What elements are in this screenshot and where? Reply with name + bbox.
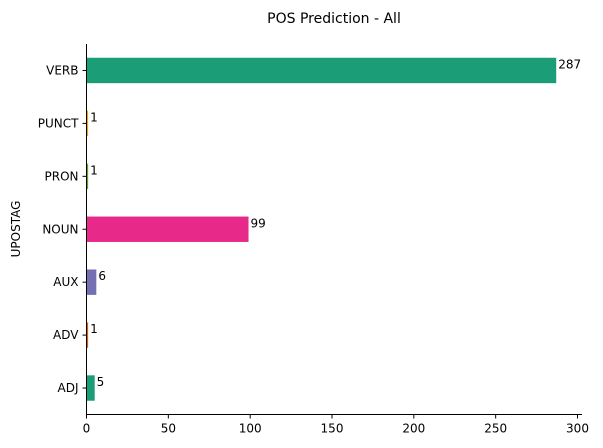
y-tick-label: AUX xyxy=(53,275,78,289)
x-tick-label: 250 xyxy=(484,422,507,436)
bar-verb xyxy=(86,57,557,84)
data-labels-group: 5 1 6 99 1 1 287 xyxy=(90,57,581,389)
data-label-adv: 1 xyxy=(90,322,98,336)
bar-adv xyxy=(86,322,89,348)
data-label-noun: 99 xyxy=(251,216,266,230)
bar-pron xyxy=(86,163,89,190)
data-label-adj: 5 xyxy=(97,375,105,389)
y-tick-label: NOUN xyxy=(42,222,78,236)
data-label-punct: 1 xyxy=(90,110,98,124)
y-tick-label: PUNCT xyxy=(38,116,79,130)
x-tick-label: 200 xyxy=(402,422,425,436)
bars-group xyxy=(86,57,557,401)
x-tick-label: 0 xyxy=(83,422,91,436)
y-axis-ticks: ADJ ADV AUX NOUN PRON PUNCT VERB xyxy=(38,63,87,395)
y-tick-label: ADV xyxy=(53,328,79,342)
y-tick-label: PRON xyxy=(45,169,79,183)
y-tick-label: VERB xyxy=(46,63,78,77)
chart-title: POS Prediction - All xyxy=(267,11,401,27)
x-tick-label: 100 xyxy=(239,422,262,436)
x-tick-label: 50 xyxy=(161,422,176,436)
data-label-pron: 1 xyxy=(90,163,98,177)
bar-noun xyxy=(86,216,249,242)
x-axis-ticks: 0 50 100 150 200 250 300 xyxy=(83,414,589,436)
bar-punct xyxy=(86,110,89,137)
y-tick-label: ADJ xyxy=(58,381,79,395)
data-label-verb: 287 xyxy=(558,57,581,71)
x-tick-label: 150 xyxy=(321,422,344,436)
y-axis-label: UPOSTAG xyxy=(9,201,23,258)
data-label-aux: 6 xyxy=(98,269,106,283)
bar-adj xyxy=(86,375,95,401)
x-tick-label: 300 xyxy=(566,422,589,436)
bar-aux xyxy=(86,269,97,295)
